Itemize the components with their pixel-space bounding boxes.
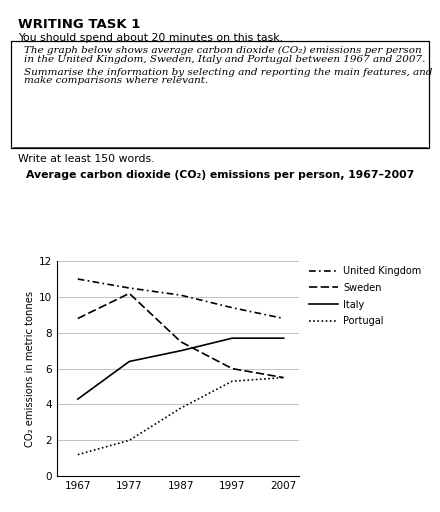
- Text: Write at least 150 words.: Write at least 150 words.: [18, 154, 154, 164]
- Text: make comparisons where relevant.: make comparisons where relevant.: [24, 76, 208, 86]
- Text: Summarise the information by selecting and reporting the main features, and: Summarise the information by selecting a…: [24, 68, 433, 77]
- Legend: United Kingdom, Sweden, Italy, Portugal: United Kingdom, Sweden, Italy, Portugal: [309, 266, 421, 326]
- Text: You should spend about 20 minutes on this task.: You should spend about 20 minutes on thi…: [18, 33, 282, 44]
- Text: Average carbon dioxide (CO₂) emissions per person, 1967–2007: Average carbon dioxide (CO₂) emissions p…: [26, 170, 414, 180]
- Y-axis label: CO₂ emissions in metric tonnes: CO₂ emissions in metric tonnes: [25, 291, 35, 446]
- Text: The graph below shows average carbon dioxide (CO₂) emissions per person: The graph below shows average carbon dio…: [24, 46, 422, 55]
- Text: WRITING TASK 1: WRITING TASK 1: [18, 18, 140, 31]
- Text: in the United Kingdom, Sweden, Italy and Portugal between 1967 and 2007.: in the United Kingdom, Sweden, Italy and…: [24, 55, 425, 64]
